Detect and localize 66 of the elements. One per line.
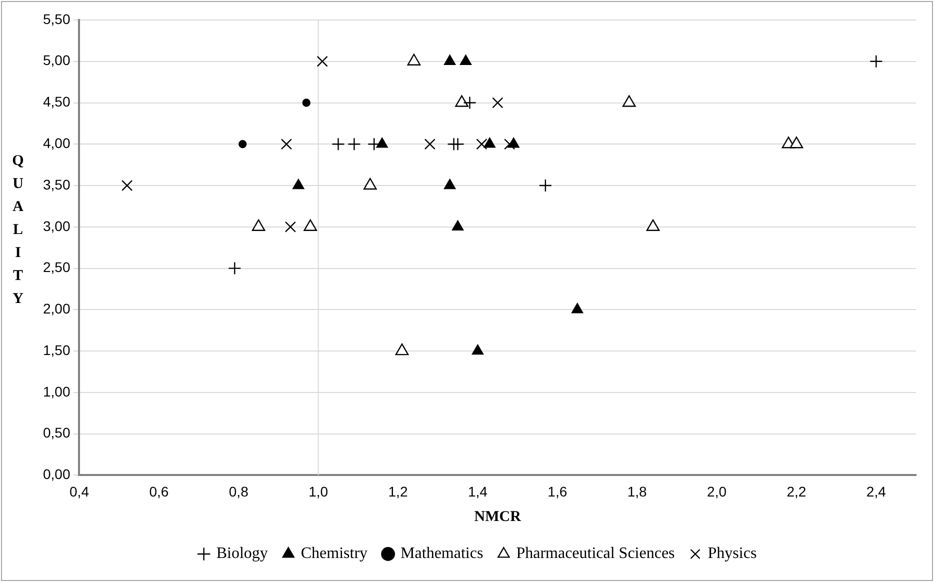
point xyxy=(492,97,504,108)
point xyxy=(463,96,476,110)
point xyxy=(476,138,488,150)
y-tick-label: 1,00 xyxy=(43,383,70,400)
point xyxy=(238,140,247,148)
point xyxy=(444,178,456,190)
point xyxy=(460,54,472,65)
point xyxy=(622,95,636,107)
point xyxy=(407,54,421,66)
point xyxy=(395,343,409,356)
point xyxy=(444,54,456,65)
point xyxy=(376,138,388,148)
y-tick-label: 2,00 xyxy=(43,300,70,317)
point xyxy=(455,95,468,107)
y-tick-label: 4,00 xyxy=(43,135,70,152)
y-tick-label: 1,50 xyxy=(43,342,70,358)
point xyxy=(292,178,304,190)
x-tick-label: 1,4 xyxy=(468,483,488,500)
point xyxy=(451,138,464,151)
point xyxy=(122,180,133,192)
legend-label: Biology xyxy=(216,545,268,562)
x-tick-label: 0,6 xyxy=(149,483,169,500)
point xyxy=(284,221,296,232)
point xyxy=(508,138,520,148)
point xyxy=(228,262,242,275)
x-tick-label: 0,4 xyxy=(70,483,90,500)
point xyxy=(424,138,436,150)
legend-label: Chemistry xyxy=(300,545,368,562)
y-axis-title: QUALITY xyxy=(11,152,25,309)
point xyxy=(572,303,584,314)
point xyxy=(646,219,660,232)
point xyxy=(302,98,310,107)
x-tick-label: 1,6 xyxy=(548,483,568,500)
y-tick-label: 2,50 xyxy=(43,259,70,276)
point xyxy=(304,219,318,232)
point xyxy=(332,138,345,151)
legend-label: Pharmaceutical Sciences xyxy=(516,545,675,562)
legend-label: Physics xyxy=(708,545,757,562)
y-tick-label: 3,50 xyxy=(43,176,70,192)
point xyxy=(484,138,496,148)
x-tick-label: 2,0 xyxy=(707,483,727,500)
legend-label: Mathematics xyxy=(400,545,484,562)
point xyxy=(363,178,377,190)
point xyxy=(538,178,552,192)
x-tick-label: 0,8 xyxy=(228,483,249,500)
point xyxy=(790,136,804,148)
point xyxy=(452,220,464,231)
y-tick-label: 5,50 xyxy=(43,10,70,27)
x-tick-label: 2,2 xyxy=(786,483,806,500)
x-tick-label: 1,0 xyxy=(308,483,328,500)
point xyxy=(316,56,328,67)
y-tick-label: 5,00 xyxy=(43,52,70,68)
x-tick-label: 1,8 xyxy=(627,483,648,500)
x-tick-label: 1,2 xyxy=(388,483,408,500)
y-tick-label: 0,00 xyxy=(43,466,70,482)
y-tick-label: 3,00 xyxy=(43,218,70,234)
point xyxy=(472,344,484,355)
x-tick-label: 2,4 xyxy=(866,483,886,500)
y-tick-label: 0,50 xyxy=(43,424,70,441)
point xyxy=(252,219,266,232)
point xyxy=(348,138,361,151)
point xyxy=(870,54,883,68)
y-tick-label: 4,50 xyxy=(43,94,70,110)
x-axis-title: NMCR xyxy=(474,508,522,525)
point xyxy=(280,138,292,150)
point xyxy=(504,138,516,150)
